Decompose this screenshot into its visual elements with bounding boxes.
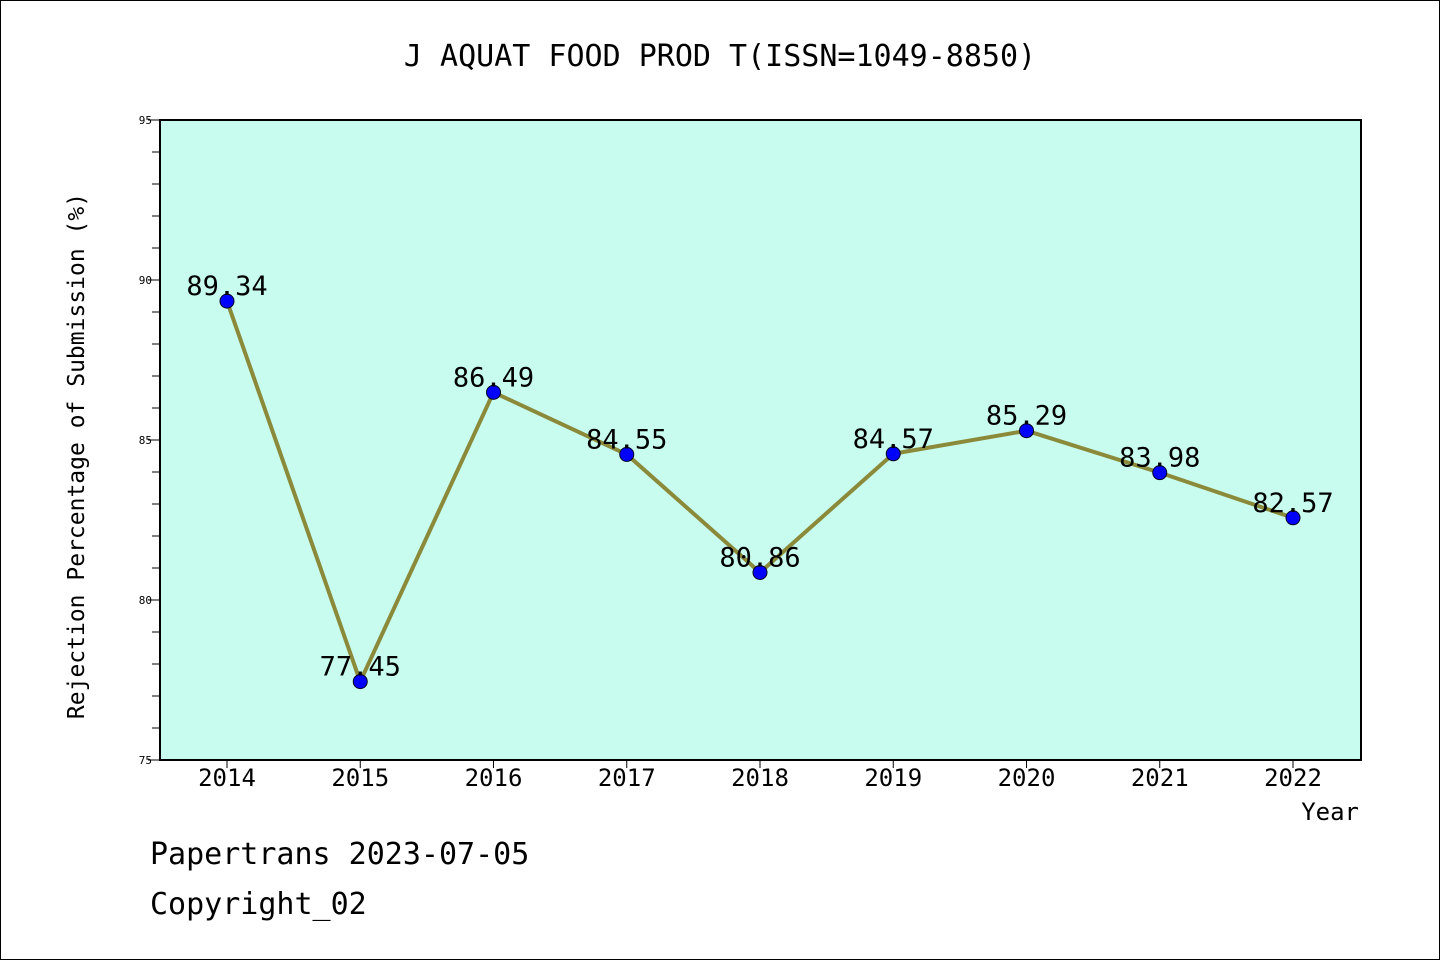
data-label: 84.55	[586, 424, 667, 455]
data-point	[219, 293, 235, 309]
y-tick-label: 95	[139, 114, 152, 127]
data-point	[1152, 465, 1168, 481]
chart-title: J AQUAT FOOD PROD T(ISSN=1049-8850)	[404, 39, 1036, 74]
data-point	[752, 564, 768, 580]
footer-copyright: Copyright_02	[150, 887, 367, 922]
series-group: 89.34 77.45 86.49 84.55 80.86 84.57 85.29 83.98…	[186, 271, 1334, 690]
data-point	[885, 446, 901, 462]
data-point	[1019, 423, 1034, 439]
y-tick-label: 90	[139, 274, 152, 287]
data-point	[486, 384, 501, 400]
x-tick-label: 2022	[1264, 764, 1322, 792]
x-tick-label: 2019	[864, 764, 922, 792]
data-label: 86.49	[453, 362, 534, 393]
x-axis-label: Year	[1301, 798, 1359, 826]
data-label: 77.45	[320, 652, 401, 683]
x-tick-label: 2017	[598, 764, 656, 792]
y-tick-label: 85	[139, 434, 152, 447]
plot-area	[159, 119, 1362, 761]
data-label: 89.34	[186, 271, 267, 302]
data-label: 83.98	[1119, 443, 1200, 474]
x-tick-label: 2020	[998, 764, 1056, 792]
x-tick-label: 2018	[731, 764, 789, 792]
x-tick-label: 2014	[198, 764, 256, 792]
data-point	[619, 446, 635, 462]
x-tick-label: 2016	[465, 764, 523, 792]
data-label: 80.86	[719, 542, 800, 573]
y-tick-label: 75	[139, 754, 152, 767]
footer-date: Papertrans 2023-07-05	[150, 837, 529, 872]
y-tick-label: 80	[139, 594, 152, 607]
data-label: 82.57	[1252, 488, 1333, 519]
data-label: 84.57	[853, 424, 934, 455]
x-tick-label: 2015	[331, 764, 389, 792]
data-label: 85.29	[986, 401, 1067, 432]
y-axis-label: Rejection Percentage of Submission (%)	[64, 193, 90, 719]
y-minor-ticks	[152, 151, 160, 729]
x-tick-label: 2021	[1131, 764, 1189, 792]
y-axis: 75 80 85 90 95	[139, 114, 160, 767]
data-point	[1285, 510, 1301, 526]
x-axis: 2014 2015 2016 2017 2018 2019 2020 2021 2022	[198, 760, 1322, 792]
data-point	[352, 674, 368, 690]
